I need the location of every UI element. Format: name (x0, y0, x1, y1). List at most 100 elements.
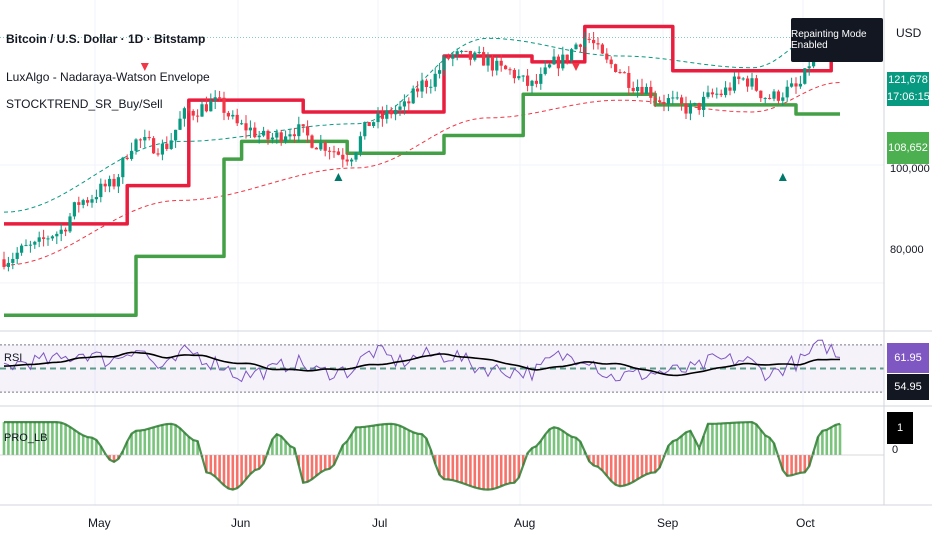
candle (248, 120, 252, 138)
candle-body (64, 229, 68, 232)
candle (50, 235, 54, 241)
candle (785, 80, 789, 102)
candle-body (429, 86, 433, 88)
pro-lb-pane-label[interactable]: PRO_LB (4, 432, 48, 444)
candle-body (785, 86, 789, 98)
candle-body (622, 72, 626, 74)
symbol-title[interactable]: Bitcoin / U.S. Dollar · 1D · Bitstamp (6, 32, 206, 46)
candle-body (235, 114, 239, 124)
candle-body (112, 178, 116, 187)
candle (614, 63, 618, 73)
candle (112, 174, 116, 190)
candle-body (710, 92, 714, 95)
rsi-value-tag: 61.95 (887, 343, 929, 373)
candle (288, 128, 292, 140)
candle-body (433, 73, 437, 87)
candle (64, 227, 68, 237)
candle-body (798, 83, 802, 87)
candle (196, 109, 200, 123)
candle (332, 145, 336, 158)
candle-body (270, 137, 274, 140)
candlesticks[interactable] (2, 23, 842, 272)
candle-body (11, 258, 15, 263)
candle (350, 157, 354, 167)
candle (798, 75, 802, 89)
candle-body (174, 129, 178, 141)
candle-body (675, 97, 679, 99)
candle (473, 51, 477, 62)
candle (222, 91, 226, 121)
candle-body (248, 127, 252, 131)
candle-body (548, 64, 552, 68)
candle-body (218, 97, 222, 99)
support-resistance-lines (4, 18, 840, 318)
candle-body (464, 50, 468, 52)
candle (596, 37, 600, 50)
candle (442, 54, 446, 76)
candle-body (794, 83, 798, 87)
candle (468, 50, 472, 66)
candle-body (169, 140, 173, 149)
candle (270, 132, 274, 144)
candle-body (323, 142, 327, 151)
candle-body (746, 78, 750, 87)
candle-body (196, 115, 200, 117)
candle-body (209, 100, 213, 112)
repainting-mode-badge: Repainting Mode Enabled (791, 18, 883, 62)
candle (394, 105, 398, 121)
currency-label[interactable]: USD (896, 26, 922, 40)
candle (680, 94, 684, 111)
buy-signal-marker (778, 173, 787, 181)
candle-body (609, 59, 613, 65)
indicator-stocktrend-label[interactable]: STOCKTREND_SR_Buy/Sell (6, 97, 163, 111)
candle (15, 247, 19, 265)
candle-body (15, 252, 19, 259)
candle (574, 42, 578, 50)
candle (116, 173, 120, 194)
candle-body (702, 96, 706, 110)
candle (187, 102, 191, 114)
candle (284, 130, 288, 144)
candle-body (125, 157, 129, 159)
candle-body (666, 98, 670, 104)
candle (191, 109, 195, 121)
indicator-nw-envelope-label[interactable]: LuxAlgo - Nadaraya-Watson Envelope (6, 70, 210, 84)
candle (508, 67, 512, 75)
candle (134, 138, 138, 155)
candle (781, 92, 785, 106)
pro-lb-pane[interactable] (0, 420, 884, 491)
candle-body (130, 150, 134, 159)
candle (583, 32, 587, 53)
candle-body (587, 38, 591, 40)
candle-body (644, 86, 648, 94)
candle-body (319, 142, 323, 150)
candle (521, 75, 525, 82)
candle-body (605, 53, 609, 60)
candle-body (754, 78, 758, 91)
pane-separators[interactable] (0, 0, 932, 506)
candle-body (385, 110, 389, 119)
candle (407, 97, 411, 112)
candle-body (94, 197, 98, 200)
candle-body (6, 262, 10, 267)
candle (706, 85, 710, 99)
candle (398, 101, 402, 116)
candle-body (570, 49, 574, 61)
candle (389, 106, 393, 119)
candle (433, 67, 437, 92)
candle-body (583, 38, 587, 47)
buy-signal-marker (334, 173, 343, 181)
candle (99, 178, 103, 203)
candle (90, 194, 94, 208)
candle-body (266, 130, 270, 140)
candle-body (759, 90, 763, 99)
candle (482, 46, 486, 66)
candle (587, 33, 591, 44)
candle (644, 83, 648, 95)
candle-body (508, 69, 512, 71)
candle (486, 52, 490, 72)
rsi-pane[interactable] (0, 339, 884, 393)
rsi-pane-label[interactable]: RSI (4, 352, 23, 364)
candle (455, 48, 459, 61)
